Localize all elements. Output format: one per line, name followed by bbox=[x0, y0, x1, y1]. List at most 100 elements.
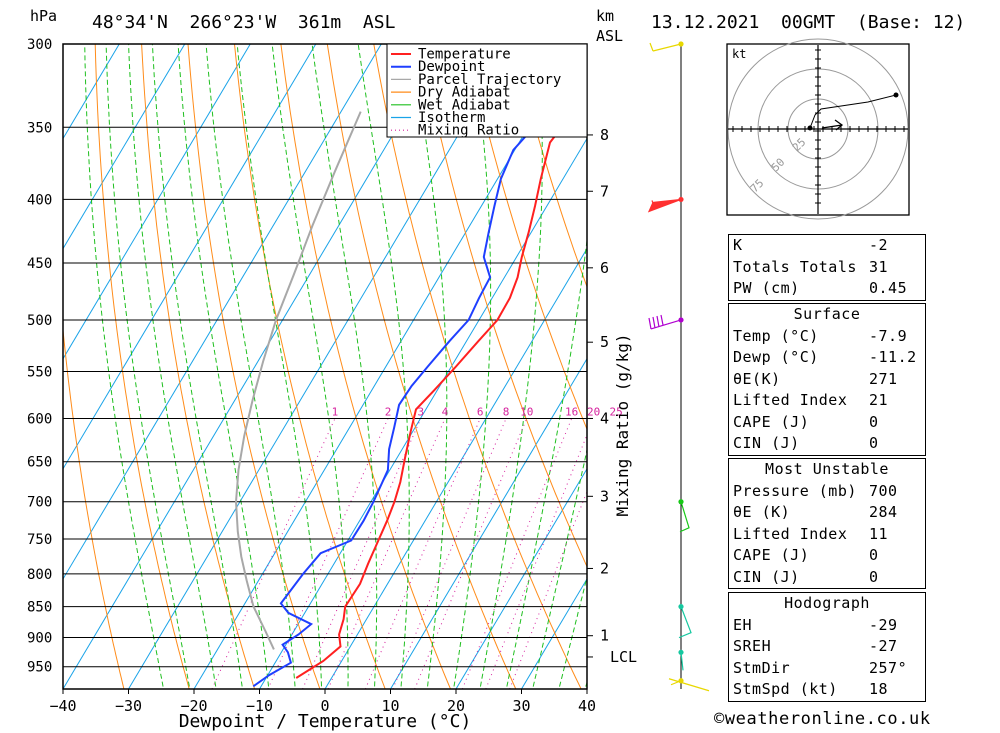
pressure-tick-label: 750 bbox=[27, 532, 52, 548]
hodograph-box-value: 257° bbox=[869, 658, 908, 677]
legend-label: Dry Adiabat bbox=[418, 85, 511, 101]
dewpoint-line bbox=[252, 44, 529, 688]
surface-label: Temp (°C) bbox=[733, 326, 819, 345]
lcl-label: LCL bbox=[610, 648, 637, 666]
hodograph-box-value: -27 bbox=[869, 637, 898, 655]
run-datetime: 13.12.2021 00GMT (Base: 12) bbox=[651, 12, 965, 33]
pressure-tick-label: 550 bbox=[27, 364, 52, 380]
km-tick-label: 1 bbox=[600, 627, 609, 645]
surface-label: Dewp (°C) bbox=[733, 348, 819, 366]
surface-title: Surface bbox=[793, 305, 861, 323]
surface-label: Lifted Index bbox=[733, 391, 848, 409]
mixing-ratio-line bbox=[327, 418, 446, 689]
mixing-ratio-label: 2 bbox=[385, 405, 392, 418]
isotherm-line bbox=[63, 44, 186, 250]
most-unstable-row: CAPE (J) 0 bbox=[729, 545, 925, 567]
isotherm-line bbox=[63, 44, 251, 360]
x-tick-label: −20 bbox=[180, 697, 207, 715]
wet-adiabat-line bbox=[505, 236, 587, 689]
unit-hpa: hPa bbox=[30, 7, 57, 25]
most-unstable-label: θE (K) bbox=[733, 503, 791, 521]
wind-barb bbox=[647, 198, 682, 213]
hodograph-box-label: StmSpd (kt) bbox=[733, 680, 838, 698]
surface-label: CIN (J) bbox=[733, 434, 800, 452]
km-tick-label: 2 bbox=[600, 559, 609, 577]
surface-label: θE(K) bbox=[733, 369, 781, 388]
surface-value: 21 bbox=[869, 391, 889, 409]
hodograph-title: Hodograph bbox=[784, 594, 870, 612]
plot-frame bbox=[62, 43, 588, 690]
surface-panel: Surface Temp (°C) -7.9 Dewp (°C) -11.2 θE(K)… bbox=[728, 303, 926, 456]
x-tick-label: −10 bbox=[246, 697, 273, 715]
mixing-ratio-line bbox=[267, 418, 389, 689]
isotherm-line bbox=[324, 247, 587, 689]
storm-motion-arrow bbox=[821, 124, 843, 129]
indices-row: PW (cm) 0.45 bbox=[729, 278, 925, 300]
station-location: 48°34'N 266°23'W 361m ASL bbox=[92, 12, 396, 33]
legend-label: Parcel Trajectory bbox=[418, 72, 561, 88]
indices-panel: K -2 Totals Totals 31 PW (cm) 0.45 bbox=[728, 234, 926, 301]
wet-adiabat-line bbox=[311, 44, 378, 689]
legend-label: Dewpoint bbox=[418, 59, 485, 75]
indices-value: -2 bbox=[869, 236, 889, 254]
surface-row: Lifted Index 21 bbox=[729, 390, 925, 412]
mixing-ratio-line bbox=[485, 433, 587, 689]
mixing-ratio-label: 1 bbox=[332, 405, 339, 418]
most-unstable-value: 700 bbox=[869, 481, 898, 500]
surface-row: θE(K) 271 bbox=[729, 369, 925, 391]
hodograph-start-dot bbox=[807, 125, 813, 131]
pressure-tick-label: 700 bbox=[27, 495, 52, 511]
pressure-tick-label: 400 bbox=[27, 192, 52, 208]
km-tick-label: 8 bbox=[600, 126, 609, 144]
most-unstable-value: 0 bbox=[869, 546, 879, 564]
most-unstable-title: Most Unstable bbox=[765, 460, 889, 478]
x-axis-label: Dewpoint / Temperature (°C) bbox=[179, 711, 472, 732]
temperature-line bbox=[295, 94, 587, 679]
hodograph-box-value: -29 bbox=[869, 615, 898, 634]
most-unstable-label: Pressure (mb) bbox=[733, 481, 857, 500]
isotherm-line bbox=[259, 137, 587, 689]
mixing-ratio-line bbox=[509, 490, 587, 689]
dry-adiabat-line bbox=[512, 44, 587, 289]
hodograph-panel: Hodograph EH -29 SREH -27 StmDir 257° StmSpd (… bbox=[728, 592, 926, 702]
hodograph-box-label: EH bbox=[733, 615, 753, 634]
mixing-ratio-label: 6 bbox=[477, 405, 484, 418]
copyright-footer[interactable]: ©weatheronline.co.uk bbox=[714, 709, 931, 729]
x-tick-label: 30 bbox=[512, 697, 530, 715]
dry-adiabat-line bbox=[326, 44, 517, 689]
mixing-ratio-label: 16 bbox=[565, 405, 578, 418]
x-tick-label: 40 bbox=[578, 697, 596, 715]
wind-barb bbox=[680, 652, 684, 671]
most-unstable-value: 11 bbox=[869, 524, 889, 543]
pressure-tick-label: 500 bbox=[27, 313, 52, 329]
dry-adiabat-line bbox=[978, 44, 1000, 689]
mixing-ratio-line bbox=[461, 418, 573, 689]
surface-row: Temp (°C) -7.9 bbox=[729, 326, 925, 348]
dry-adiabat-line bbox=[63, 325, 125, 689]
wet-adiabat-line bbox=[453, 44, 492, 689]
hodograph-box-label: SREH bbox=[733, 637, 772, 655]
most-unstable-row: Pressure (mb) 700 bbox=[729, 481, 925, 503]
hodograph-trace bbox=[809, 94, 897, 129]
indices-label: PW (cm) bbox=[733, 279, 800, 297]
mixing-ratio-label: 25 bbox=[610, 405, 623, 418]
dry-adiabat-line bbox=[141, 44, 256, 689]
most-unstable-row: θE (K) 284 bbox=[729, 502, 925, 524]
isotherm-line bbox=[128, 44, 513, 689]
dry-adiabat-line bbox=[187, 44, 321, 689]
pressure-tick-label: 900 bbox=[27, 631, 52, 647]
hodograph-box-row: StmSpd (kt) 18 bbox=[729, 679, 925, 701]
hodograph-box-row: EH -29 bbox=[729, 615, 925, 637]
mixing-ratio-label: 3 bbox=[418, 405, 425, 418]
indices-value: 0.45 bbox=[869, 279, 908, 297]
most-unstable-label: Lifted Index bbox=[733, 524, 848, 543]
dry-adiabat-line bbox=[234, 44, 386, 689]
isotherm-line bbox=[455, 467, 587, 689]
isotherm-line bbox=[390, 357, 587, 689]
surface-row: CAPE (J) 0 bbox=[729, 412, 925, 434]
mixing-ratio-label: 8 bbox=[503, 405, 510, 418]
legend-label: Wet Adiabat bbox=[418, 97, 511, 113]
x-tick-label: −40 bbox=[49, 697, 76, 715]
isotherm-line bbox=[63, 44, 120, 140]
indices-row: Totals Totals 31 bbox=[729, 257, 925, 279]
